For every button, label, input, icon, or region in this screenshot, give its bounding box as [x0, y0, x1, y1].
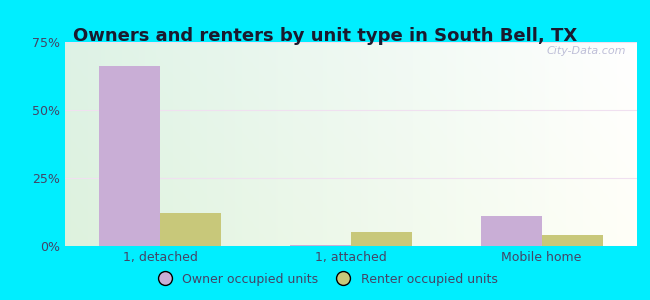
Bar	[290, 244, 351, 246]
Bar	[541, 235, 603, 246]
Legend: Owner occupied units, Renter occupied units: Owner occupied units, Renter occupied un…	[148, 268, 502, 291]
Bar	[351, 232, 412, 246]
Bar	[480, 216, 541, 246]
Bar	[99, 67, 161, 246]
Text: Owners and renters by unit type in South Bell, TX: Owners and renters by unit type in South…	[73, 27, 577, 45]
Bar	[161, 213, 222, 246]
Text: City-Data.com: City-Data.com	[546, 46, 625, 56]
